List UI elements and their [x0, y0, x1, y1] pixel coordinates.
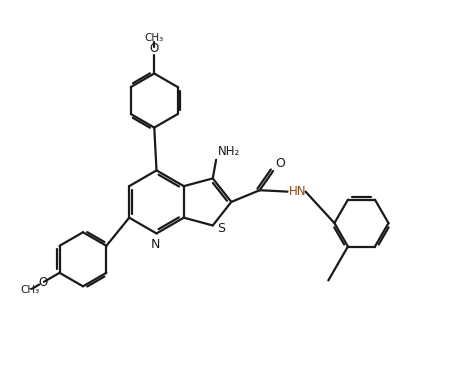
Text: NH₂: NH₂	[218, 145, 241, 158]
Text: O: O	[39, 276, 48, 289]
Text: CH₃: CH₃	[20, 285, 39, 295]
Text: O: O	[150, 42, 159, 55]
Text: S: S	[217, 222, 225, 235]
Text: CH₃: CH₃	[145, 33, 164, 43]
Text: O: O	[275, 157, 285, 170]
Text: N: N	[151, 238, 160, 251]
Text: HN: HN	[289, 185, 307, 198]
